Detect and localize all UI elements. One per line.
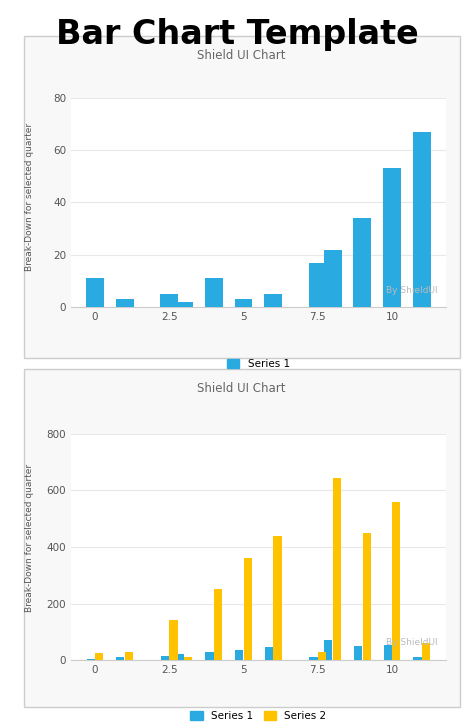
- Text: Break-Down for selected quarter: Break-Down for selected quarter: [25, 123, 34, 271]
- Bar: [310, 657, 318, 660]
- Bar: [383, 168, 401, 307]
- Bar: [169, 620, 178, 660]
- Bar: [160, 294, 178, 307]
- Text: Break-Down for selected quarter: Break-Down for selected quarter: [25, 464, 34, 612]
- Bar: [116, 299, 134, 307]
- Bar: [354, 646, 362, 660]
- Bar: [87, 659, 95, 660]
- Bar: [413, 657, 421, 660]
- Bar: [161, 656, 169, 660]
- Bar: [392, 502, 401, 660]
- Bar: [413, 132, 431, 307]
- Bar: [205, 278, 223, 307]
- Bar: [309, 262, 327, 307]
- Bar: [235, 650, 243, 660]
- Bar: [244, 558, 252, 660]
- Bar: [324, 641, 332, 660]
- Legend: Series 1: Series 1: [227, 359, 290, 369]
- Bar: [265, 647, 273, 660]
- Bar: [324, 249, 342, 307]
- Text: Bar Chart Template: Bar Chart Template: [55, 18, 419, 51]
- Legend: Series 1, Series 2: Series 1, Series 2: [190, 711, 327, 721]
- Text: By ShieldUI: By ShieldUI: [386, 286, 438, 295]
- Bar: [116, 657, 125, 660]
- Bar: [264, 294, 282, 307]
- Bar: [86, 278, 104, 307]
- Bar: [333, 478, 341, 660]
- Bar: [184, 657, 192, 660]
- Bar: [318, 651, 326, 660]
- Bar: [176, 654, 184, 660]
- Bar: [235, 299, 252, 307]
- Bar: [383, 644, 392, 660]
- Text: By ShieldUI: By ShieldUI: [386, 638, 438, 646]
- Text: Shield UI Chart: Shield UI Chart: [198, 49, 286, 62]
- Bar: [273, 536, 282, 660]
- Bar: [175, 302, 193, 307]
- Bar: [205, 651, 214, 660]
- Text: Shield UI Chart: Shield UI Chart: [198, 382, 286, 395]
- Bar: [95, 653, 103, 660]
- Bar: [363, 533, 371, 660]
- Bar: [214, 589, 222, 660]
- Bar: [125, 651, 133, 660]
- Bar: [422, 643, 430, 660]
- Bar: [354, 218, 371, 307]
